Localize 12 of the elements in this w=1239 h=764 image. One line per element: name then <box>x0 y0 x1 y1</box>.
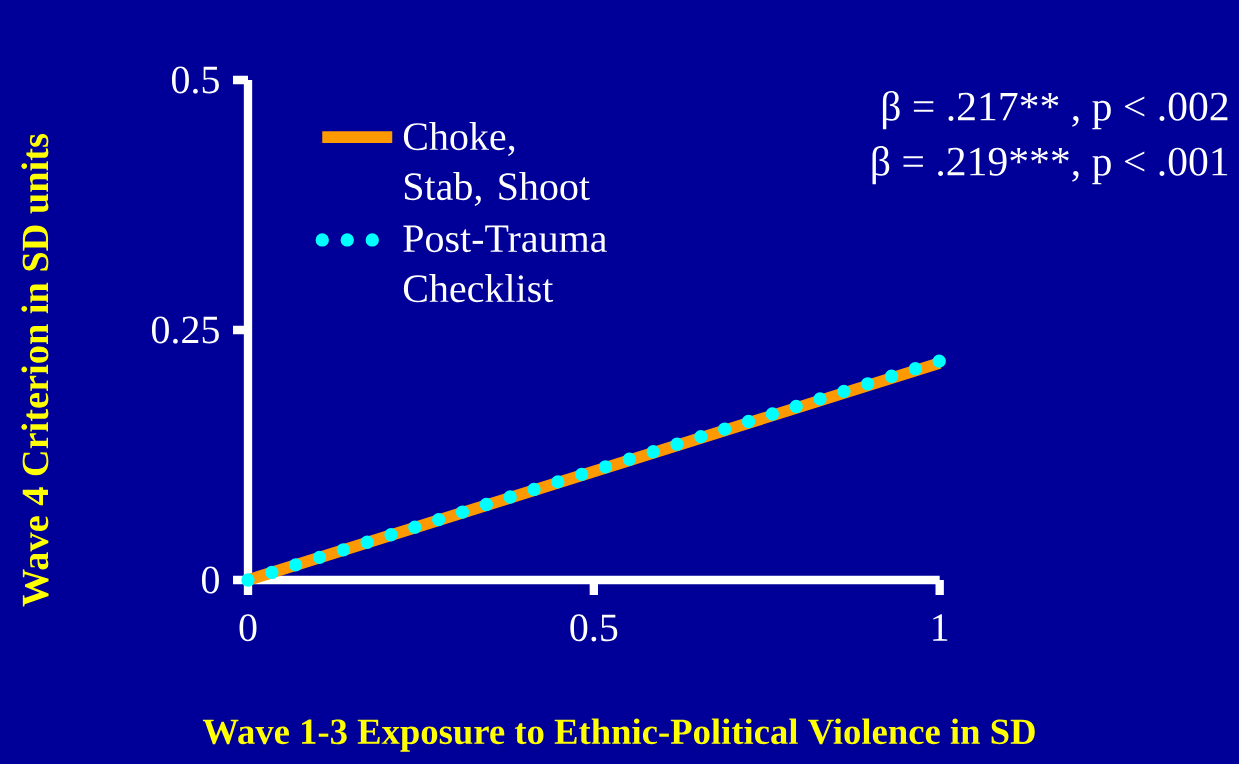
x-axis-title: Wave 1-3 Exposure to Ethnic-Political Violence in SD <box>202 718 1035 752</box>
y-tick-label: 0.25 <box>151 316 219 344</box>
x-tick-label: 0.5 <box>570 614 618 642</box>
x-tick-label: 1 <box>933 614 948 641</box>
annotation: β = .219***, p < .001 <box>872 146 1228 185</box>
legend-label: Choke, Stab, Shoot <box>403 122 590 206</box>
y-tick-label: 0.5 <box>171 66 219 94</box>
legend-label: Post-Trauma Checklist <box>403 225 607 303</box>
y-axis-title: Wave 4 Criterion in SD units <box>21 134 49 607</box>
annotation: β = .217** , p < .002 <box>882 91 1228 130</box>
y-tick-label: 0 <box>201 566 219 594</box>
x-tick-label: 0 <box>239 614 257 642</box>
